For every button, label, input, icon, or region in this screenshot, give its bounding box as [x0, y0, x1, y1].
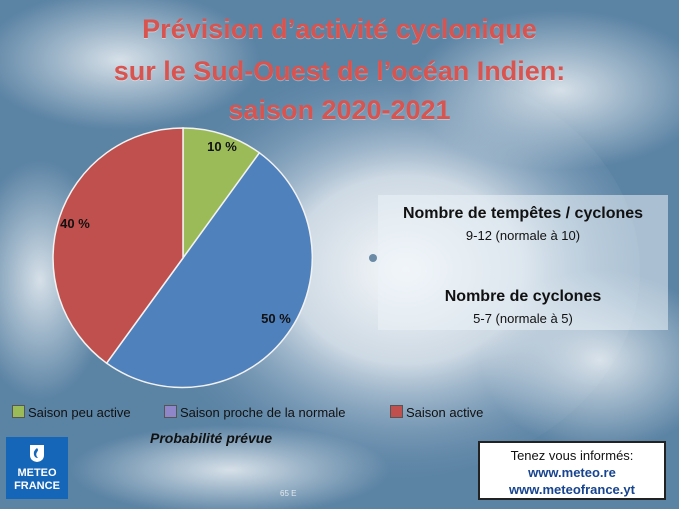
- forecast-info-panel: Nombre de tempêtes / cyclones 9-12 (norm…: [378, 195, 668, 330]
- cyclones-count-title: Nombre de cyclones: [444, 288, 602, 305]
- legend-label: Saison peu active: [28, 405, 131, 420]
- contact-text: Tenez vous informés:: [510, 448, 634, 463]
- legend-item-normale: Saison proche de la normale: [164, 405, 346, 420]
- legend-label: Saison proche de la normale: [180, 405, 346, 420]
- legend-swatch: [12, 405, 25, 418]
- cyclones-count-value: 5-7 (normale à 5): [473, 311, 573, 326]
- legend-item-peu-active: Saison peu active: [12, 405, 131, 420]
- probability-label: Probabilité prévue: [150, 430, 273, 446]
- page-title-line-3: saison 2020-2021: [228, 95, 451, 125]
- legend-swatch: [390, 405, 403, 418]
- page-title-line-2: sur le Sud-Ouest de l’océan Indien:: [113, 56, 566, 86]
- storms-count-value: 9-12 (normale à 10): [465, 228, 581, 243]
- pie-data-label: 50 %: [261, 311, 291, 326]
- meteo-re-link[interactable]: www.meteo.re: [528, 465, 616, 480]
- legend-item-active: Saison active: [390, 405, 483, 420]
- logo-text-france: FRANCE: [14, 480, 60, 492]
- map-coordinate-label: 65 E: [280, 489, 297, 498]
- logo-mark-icon: [30, 445, 44, 462]
- meteofrance-yt-link[interactable]: www.meteofrance.yt: [509, 482, 635, 497]
- logo-text-meteo: METEO: [17, 467, 57, 479]
- pie-data-label: 40 %: [60, 216, 90, 231]
- pie-data-label: 10 %: [207, 139, 237, 154]
- meteo-france-logo: METEO FRANCE: [6, 437, 68, 499]
- legend-label: Saison active: [406, 405, 484, 420]
- pie-slice-active: [52, 127, 184, 365]
- storms-count-title: Nombre de tempêtes / cyclones: [402, 205, 644, 222]
- legend-swatch: [164, 405, 177, 418]
- pie-slice-normale: [105, 151, 314, 389]
- page-title-line-1: Prévision d’activité cyclonique: [142, 14, 537, 44]
- contact-box: Tenez vous informés: www.meteo.re www.me…: [478, 441, 666, 500]
- pie-slice-peu-active: [182, 127, 261, 261]
